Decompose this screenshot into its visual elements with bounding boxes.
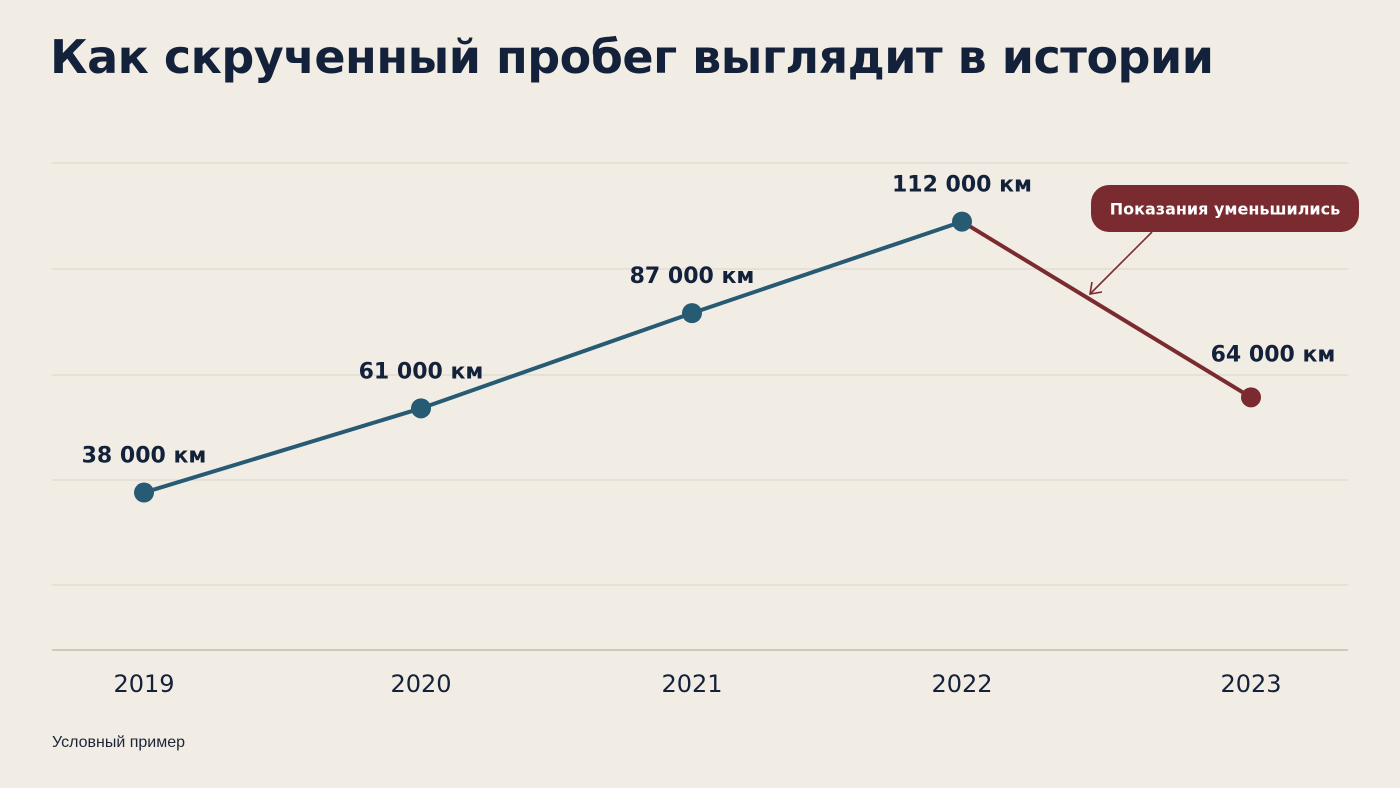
data-point-2022 (952, 211, 972, 232)
chart-x-axis: 2019 2020 2021 2022 2023 (113, 670, 1281, 698)
data-point-2023 (1241, 387, 1261, 408)
x-tick-label-2022: 2022 (931, 670, 992, 698)
chart-data-labels: 38 000 км 61 000 км 87 000 км 112 000 км 64 … (82, 173, 1336, 469)
x-tick-label-2021: 2021 (661, 670, 722, 698)
chart-annotation: Показания уменьшились (1089, 185, 1359, 295)
annotation-arrow (1089, 231, 1153, 295)
x-tick-label-2019: 2019 (113, 670, 174, 698)
data-label-2022: 112 000 км (892, 173, 1032, 198)
data-label-2021: 87 000 км (630, 264, 755, 289)
annotation-arrowhead (1089, 281, 1103, 295)
data-point-2021 (682, 303, 702, 324)
data-label-2019: 38 000 км (82, 444, 207, 469)
data-point-2020 (411, 398, 431, 419)
x-tick-label-2023: 2023 (1220, 670, 1281, 698)
chart-title: Как скрученный пробег выглядит в истории (50, 30, 1214, 84)
data-label-2020: 61 000 км (359, 359, 484, 384)
data-label-2023: 64 000 км (1211, 342, 1336, 367)
data-point-2019 (134, 482, 154, 503)
chart-gridlines (52, 162, 1348, 651)
annotation-box (1091, 185, 1359, 232)
chart-lines (143, 219, 1253, 495)
annotation-text: Показания уменьшились (1110, 200, 1341, 219)
footnote: Условный пример (52, 734, 186, 751)
x-tick-label-2020: 2020 (390, 670, 451, 698)
series-line-drop (960, 219, 1253, 400)
chart-points (134, 211, 1261, 503)
series-line-rising (143, 219, 963, 495)
